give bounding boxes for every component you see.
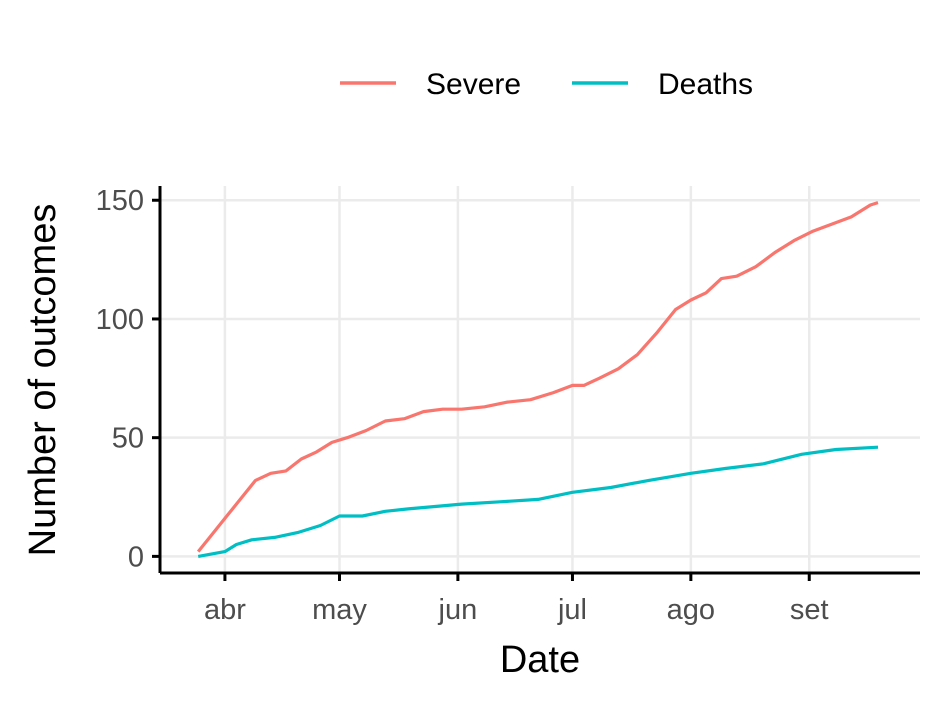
series-line-deaths [197,445,879,558]
legend-item-deaths: Deaths [572,68,753,101]
x-tick-label: set [790,594,829,626]
vertical-gridlines [223,186,811,573]
y-axis-ticks: 0 50 100 150 [96,185,160,573]
x-axis-ticks: abr may jun jul ago set [204,573,829,626]
legend-label: Severe [426,68,521,101]
legend-item-severe: Severe [340,68,521,101]
series-line-severe [196,201,879,553]
y-tick-label: 100 [96,304,144,336]
y-tick-label: 0 [128,541,144,573]
plot-area: abr may jun jul ago set 0 50 100 150 [96,185,920,626]
y-axis-title: Number of outcomes [22,204,64,557]
x-tick-label: jul [557,594,587,626]
y-tick-label: 50 [112,423,144,455]
horizontal-gridlines [160,198,920,558]
y-tick-label: 150 [96,185,144,217]
x-tick-label: may [312,594,367,626]
series-layer [196,201,879,558]
legend-label: Deaths [658,68,753,101]
x-tick-label: jun [438,594,478,626]
legend: Severe Deaths [340,68,753,101]
x-tick-label: ago [667,594,715,626]
x-tick-label: abr [204,594,246,626]
x-axis-title: Date [500,639,580,681]
